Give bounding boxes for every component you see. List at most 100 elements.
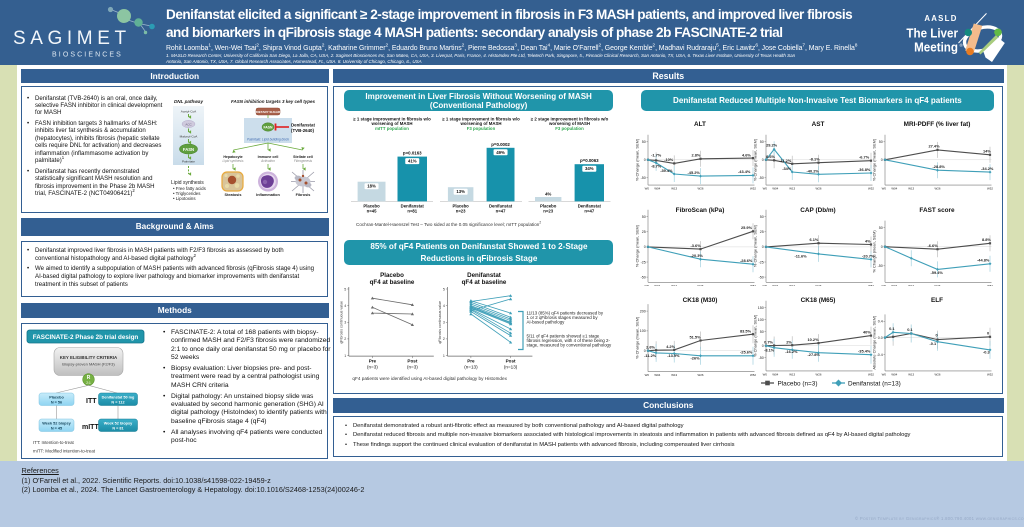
svg-text:50: 50 [760,215,764,219]
svg-text:W26: W26 [816,187,822,191]
svg-text:FibroScan (kPa): FibroScan (kPa) [676,207,725,214]
svg-text:W52: W52 [750,187,756,191]
svg-text:-50: -50 [641,176,646,180]
svg-text:W0: W0 [645,373,650,377]
svg-text:mITT population: mITT population [375,126,409,131]
svg-text:41%: 41% [408,159,417,164]
svg-text:0: 0 [881,245,883,249]
svg-text:The Liver: The Liver [906,26,958,41]
svg-text:Denifanstat 50 mg: Denifanstat 50 mg [102,396,135,400]
svg-text:W04: W04 [773,187,779,191]
svg-text:Placebo: Placebo [540,204,557,209]
svg-text:ALT: ALT [694,121,706,128]
svg-text:Biopsy-proven MASH (F2/F3): Biopsy-proven MASH (F2/F3) [62,362,115,367]
svg-text:W04: W04 [773,373,779,377]
svg-text:0: 0 [762,245,764,249]
svg-text:Denifanstat (n=13): Denifanstat (n=13) [848,380,901,387]
svg-text:-50: -50 [759,275,764,279]
svg-text:-26%: -26% [691,355,701,360]
svg-text:stage, measured by conventiona: stage, measured by conventional patholog… [527,343,613,348]
svg-text:W0: W0 [882,284,887,286]
svg-text:W13: W13 [790,187,796,191]
svg-text:18%: 18% [367,184,376,189]
svg-text:-44.8%: -44.8% [977,257,990,262]
svg-text:150: 150 [758,306,764,310]
svg-text:W0: W0 [763,187,768,191]
svg-text:®: ® [960,42,964,48]
svg-text:W26: W26 [935,373,941,377]
svg-text:W0: W0 [882,187,887,191]
svg-text:2.8%: 2.8% [692,153,701,158]
svg-text:N = 81: N = 81 [112,427,123,431]
svg-text:W52: W52 [987,373,993,377]
svg-text:SAGIMET: SAGIMET [13,28,131,49]
svg-text:fibrosis regression, with 4 of: fibrosis regression, with 4 of these bei… [527,338,611,343]
svg-text:Denifanstat: Denifanstat [578,204,602,209]
svg-text:Placebo: Placebo [380,272,404,279]
svg-text:100: 100 [640,329,646,333]
svg-text:0.0: 0.0 [878,336,883,340]
svg-text:34%: 34% [585,166,594,171]
svg-text:-0.3: -0.3 [983,349,991,354]
svg-text:-10%: -10% [664,157,674,162]
svg-text:n=23: n=23 [456,208,466,213]
svg-text:W26: W26 [816,284,822,286]
svg-text:25.9%: 25.9% [741,225,753,230]
svg-text:N = 112: N = 112 [111,401,124,405]
svg-text:8.8%: 8.8% [982,237,991,242]
svg-text:50: 50 [760,330,764,334]
svg-text:50: 50 [642,215,646,219]
svg-text:FASN: FASN [263,126,273,130]
svg-text:-43.4%: -43.4% [738,169,751,174]
svg-text:W13: W13 [908,187,914,191]
svg-text:-40.2%: -40.2% [807,169,820,174]
svg-text:-20.7%: -20.7% [862,253,875,258]
svg-text:W52: W52 [868,373,874,377]
svg-text:Fibrogenesis: Fibrogenesis [294,159,313,163]
svg-text:FASCINATE-2 Phase 2b trial des: FASCINATE-2 Phase 2b trial design [33,334,139,341]
svg-text:W26: W26 [935,284,941,286]
svg-text:qFibrosis continuous value: qFibrosis continuous value [339,301,343,344]
svg-text:W04: W04 [891,284,897,286]
svg-text:ACC: ACC [185,123,192,127]
svg-text:(n=13): (n=13) [464,365,478,370]
svg-text:(TVB-2640): (TVB-2640) [291,128,314,133]
svg-text:3: 3 [443,321,445,325]
svg-text:-50: -50 [878,264,883,268]
svg-text:AASLD: AASLD [924,14,957,23]
svg-text:CK18 (M65): CK18 (M65) [801,297,836,304]
svg-text:-0.1: -0.1 [930,341,938,346]
svg-text:-20.3%: -20.3% [691,253,704,258]
svg-text:-34.2%: -34.2% [981,166,994,171]
svg-text:Denifanstat: Denifanstat [489,204,513,209]
svg-text:25: 25 [760,230,764,234]
svg-text:ELF: ELF [931,297,943,304]
svg-text:4.2%: 4.2% [666,344,675,349]
svg-text:-11.2%: -11.2% [780,158,793,163]
svg-text:• Triglycerides: • Triglycerides [173,191,201,196]
svg-text:(n=3): (n=3) [367,365,378,370]
svg-text:-36.8%: -36.8% [858,167,871,172]
svg-text:4.6%: 4.6% [742,152,751,157]
svg-text:W13: W13 [671,284,677,286]
svg-text:KEY ELIGIBILITY CRITERIA: KEY ELIGIBILITY CRITERIA [60,355,118,360]
svg-text:29.2%: 29.2% [766,143,778,148]
svg-text:p=0.0002: p=0.0002 [491,142,510,147]
svg-text:W04: W04 [654,187,660,191]
svg-text:F3 population: F3 population [555,126,584,131]
svg-text:-59.4%: -59.4% [931,270,944,275]
svg-text:-11.2%: -11.2% [644,353,657,358]
svg-text:-3.6%: -3.6% [691,243,702,248]
svg-text:• Lipotoxins: • Lipotoxins [173,196,196,201]
svg-text:Steatosis: Steatosis [225,193,242,197]
svg-text:-27.8%: -27.8% [808,352,821,357]
svg-text:% Change (mean, SEM): % Change (mean, SEM) [635,138,640,181]
svg-text:Week 52 biopsy: Week 52 biopsy [104,422,133,426]
svg-text:Fibrosis: Fibrosis [296,193,311,197]
svg-text:W13: W13 [790,373,796,377]
svg-text:CAP (Db/m): CAP (Db/m) [801,207,836,214]
svg-text:Lipid synthesis: Lipid synthesis [223,159,244,163]
svg-text:• Free fatty acids: • Free fatty acids [173,186,207,191]
svg-text:Post: Post [407,359,417,364]
svg-text:14%: 14% [983,149,991,154]
